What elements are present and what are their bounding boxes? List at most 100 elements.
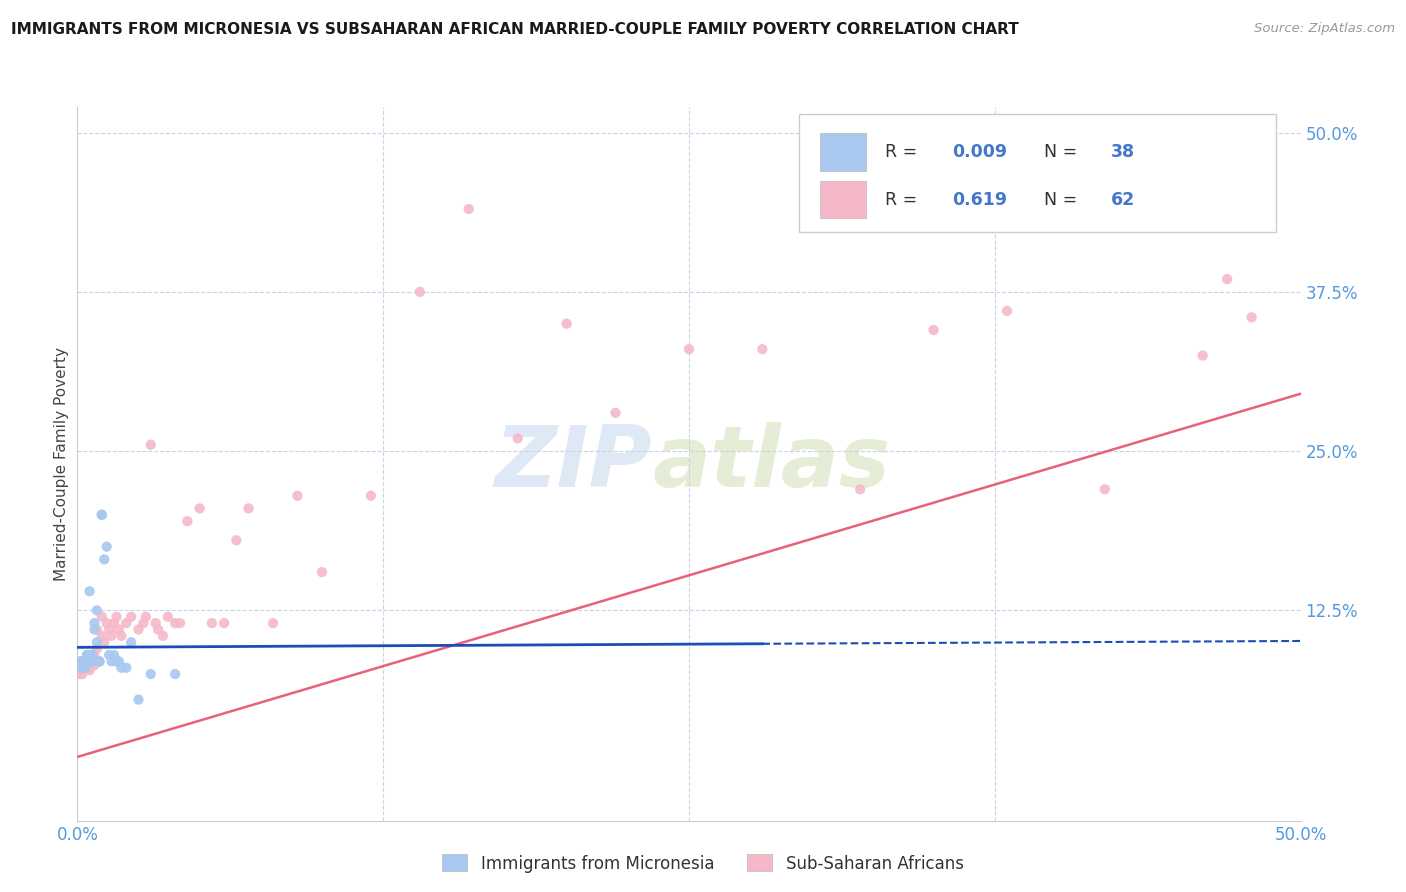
Text: IMMIGRANTS FROM MICRONESIA VS SUBSAHARAN AFRICAN MARRIED-COUPLE FAMILY POVERTY C: IMMIGRANTS FROM MICRONESIA VS SUBSAHARAN… <box>11 22 1019 37</box>
Point <box>115 616 138 631</box>
Point <box>86 623 108 637</box>
Point <box>105 609 128 624</box>
Point <box>139 667 162 681</box>
FancyBboxPatch shape <box>820 134 866 170</box>
Text: 0.009: 0.009 <box>952 143 1007 161</box>
Point <box>409 285 432 299</box>
Point <box>176 514 198 528</box>
Text: N =: N = <box>1043 191 1083 209</box>
Point <box>128 623 150 637</box>
Point <box>105 654 128 668</box>
Legend: Immigrants from Micronesia, Sub-Saharan Africans: Immigrants from Micronesia, Sub-Saharan … <box>436 847 970 880</box>
Point <box>89 654 111 668</box>
Point <box>70 654 93 668</box>
Point <box>69 667 91 681</box>
Point <box>73 654 96 668</box>
Point <box>79 654 101 668</box>
Point <box>120 609 142 624</box>
Point <box>83 654 105 668</box>
Point <box>120 635 142 649</box>
Point <box>93 552 115 566</box>
Point <box>70 667 93 681</box>
Point <box>103 616 125 631</box>
Point <box>96 540 118 554</box>
Point <box>108 623 131 637</box>
Point <box>90 629 112 643</box>
Point <box>76 648 98 662</box>
Text: Source: ZipAtlas.com: Source: ZipAtlas.com <box>1254 22 1395 36</box>
Point <box>555 317 578 331</box>
Point <box>70 654 93 668</box>
Point <box>83 623 105 637</box>
Point <box>90 508 112 522</box>
Point <box>69 654 91 668</box>
Point <box>152 629 174 643</box>
Point <box>360 489 382 503</box>
Point <box>86 603 108 617</box>
Point <box>751 342 773 356</box>
Point <box>311 565 333 579</box>
Point <box>76 658 98 673</box>
Point <box>156 609 179 624</box>
Y-axis label: Married-Couple Family Poverty: Married-Couple Family Poverty <box>53 347 69 581</box>
Point <box>80 648 103 662</box>
Point <box>73 661 96 675</box>
Point <box>80 648 103 662</box>
Point <box>80 654 103 668</box>
Point <box>188 501 211 516</box>
Text: 0.619: 0.619 <box>952 191 1007 209</box>
Point <box>86 635 108 649</box>
Text: N =: N = <box>1043 143 1083 161</box>
Point <box>100 629 122 643</box>
Point <box>79 648 101 662</box>
Point <box>90 609 112 624</box>
Point <box>145 616 167 631</box>
Point <box>103 648 125 662</box>
Point <box>98 648 121 662</box>
Point <box>80 654 103 668</box>
Point <box>169 616 191 631</box>
Point <box>212 616 235 631</box>
Point <box>457 202 479 216</box>
Point <box>165 616 187 631</box>
Point <box>1191 349 1213 363</box>
Point <box>79 661 101 675</box>
FancyBboxPatch shape <box>799 114 1277 232</box>
Point <box>83 616 105 631</box>
Point <box>995 304 1018 318</box>
FancyBboxPatch shape <box>820 181 866 219</box>
Point <box>89 654 111 668</box>
Text: R =: R = <box>884 143 922 161</box>
Point <box>90 508 112 522</box>
Point <box>506 431 529 445</box>
Point <box>1240 310 1263 325</box>
Text: atlas: atlas <box>652 422 890 506</box>
Point <box>108 654 131 668</box>
Point <box>96 616 118 631</box>
Point <box>79 663 101 677</box>
Point <box>1094 483 1116 497</box>
Point <box>89 654 111 668</box>
Point <box>135 609 157 624</box>
Text: ZIP: ZIP <box>495 422 652 506</box>
Point <box>76 648 98 662</box>
Point <box>132 616 155 631</box>
Point <box>98 623 121 637</box>
Point <box>73 654 96 668</box>
Point <box>605 406 627 420</box>
Point <box>83 648 105 662</box>
Point <box>238 501 260 516</box>
Point <box>139 438 162 452</box>
Point <box>1216 272 1239 286</box>
Point <box>73 654 96 668</box>
Point <box>849 483 872 497</box>
Point <box>93 635 115 649</box>
Text: 38: 38 <box>1111 143 1135 161</box>
Point <box>73 658 96 673</box>
Point <box>110 661 132 675</box>
Point <box>76 650 98 665</box>
Text: 62: 62 <box>1111 191 1135 209</box>
Point <box>922 323 945 337</box>
Point <box>86 641 108 656</box>
Point <box>83 658 105 673</box>
